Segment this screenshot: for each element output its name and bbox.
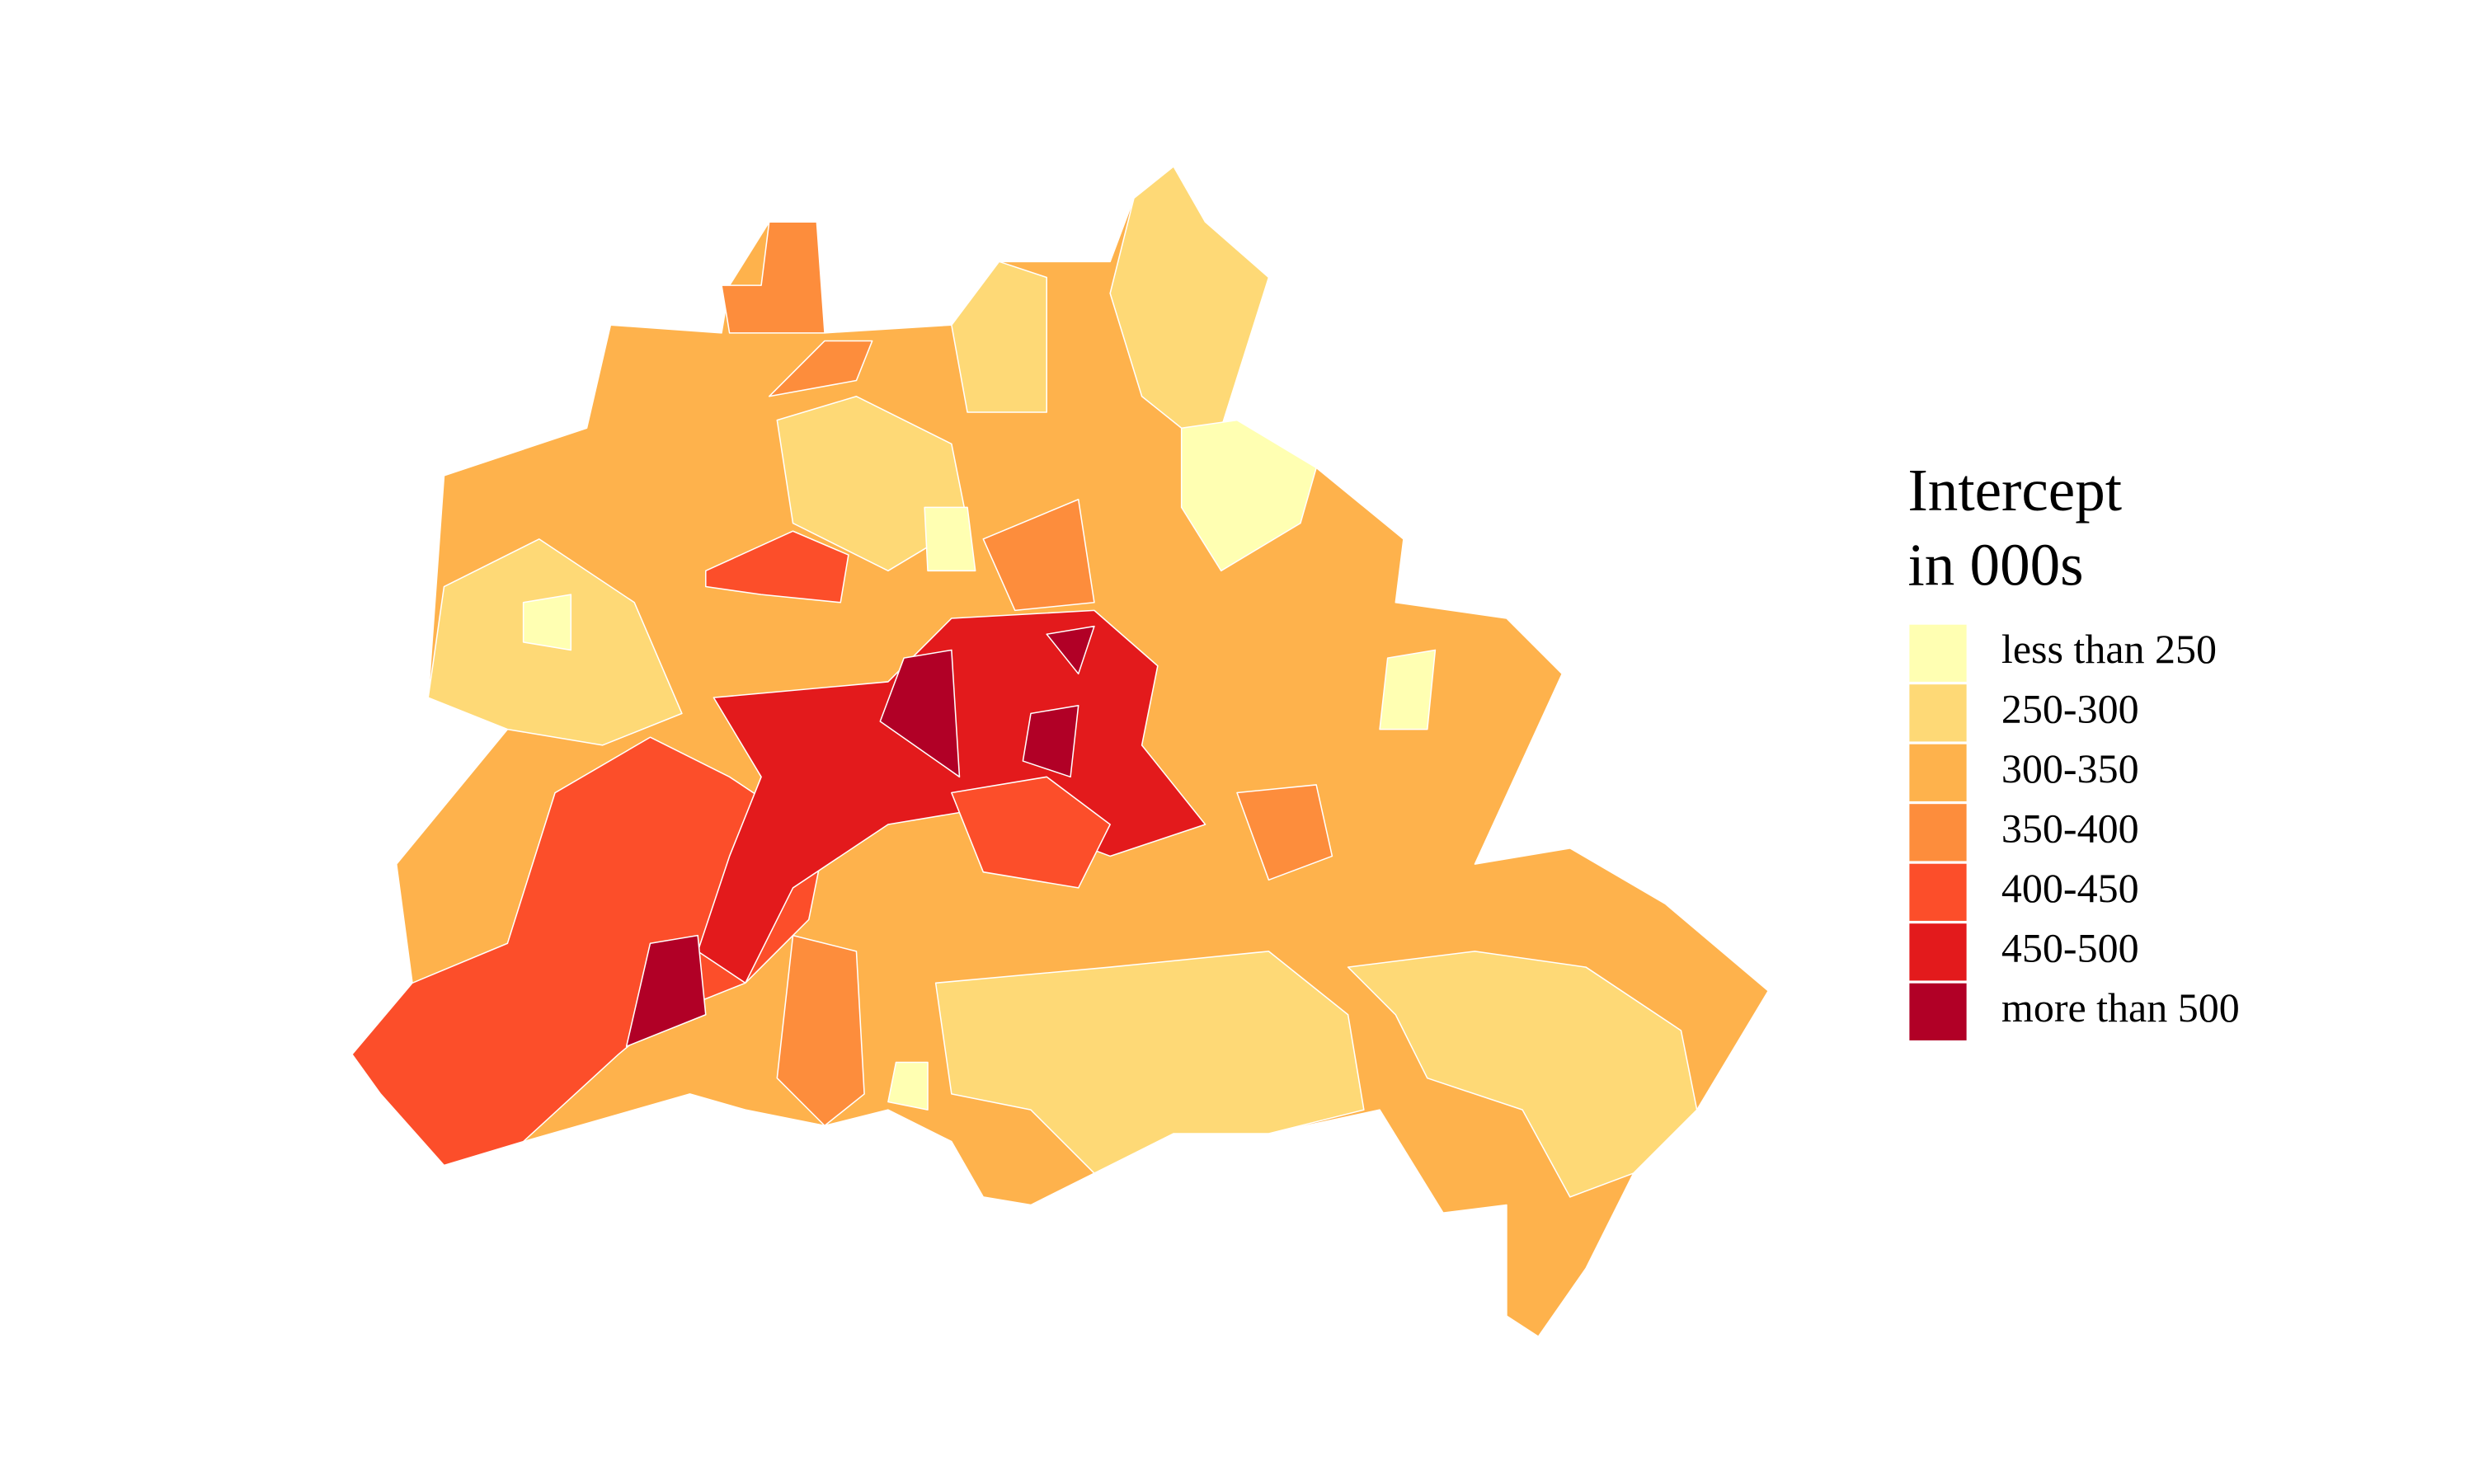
legend-swatch xyxy=(1909,983,1967,1040)
legend-label: 300-350 xyxy=(2001,745,2139,791)
region xyxy=(1236,784,1333,881)
region xyxy=(1022,705,1079,778)
legend-label: 350-400 xyxy=(2001,805,2139,851)
legend: Intercept in 000s less than 250 250-300 30… xyxy=(1907,457,2240,1040)
legend-title: in 000s xyxy=(1907,532,2083,599)
legend-swatch xyxy=(1909,923,1967,981)
region xyxy=(1046,625,1095,675)
legend-swatch xyxy=(1909,684,1967,742)
region xyxy=(705,530,849,603)
region xyxy=(982,499,1095,612)
legend-label: 450-500 xyxy=(2001,924,2139,970)
region xyxy=(768,340,873,397)
region xyxy=(1109,166,1270,429)
legend-label: 250-300 xyxy=(2001,685,2139,731)
region xyxy=(776,934,865,1127)
region xyxy=(1180,419,1317,572)
region xyxy=(951,776,1111,889)
legend-label: more than 500 xyxy=(2001,984,2240,1031)
legend-label: less than 250 xyxy=(2001,626,2217,672)
legend-swatch xyxy=(1909,744,1967,801)
berlin-map xyxy=(351,166,1770,1337)
region xyxy=(1347,951,1698,1198)
region xyxy=(351,736,825,1167)
legend-swatch xyxy=(1909,863,1967,921)
region xyxy=(887,1061,929,1111)
legend-swatch xyxy=(1909,624,1967,682)
region xyxy=(522,594,572,651)
region xyxy=(934,951,1365,1174)
region xyxy=(924,506,976,572)
legend-swatch xyxy=(1909,804,1967,862)
legend-label: 400-450 xyxy=(2001,865,2139,911)
region xyxy=(879,649,961,778)
region xyxy=(625,934,707,1047)
region xyxy=(1379,649,1437,730)
legend-title: Intercept xyxy=(1907,457,2122,524)
region xyxy=(721,221,825,334)
region xyxy=(951,261,1047,413)
